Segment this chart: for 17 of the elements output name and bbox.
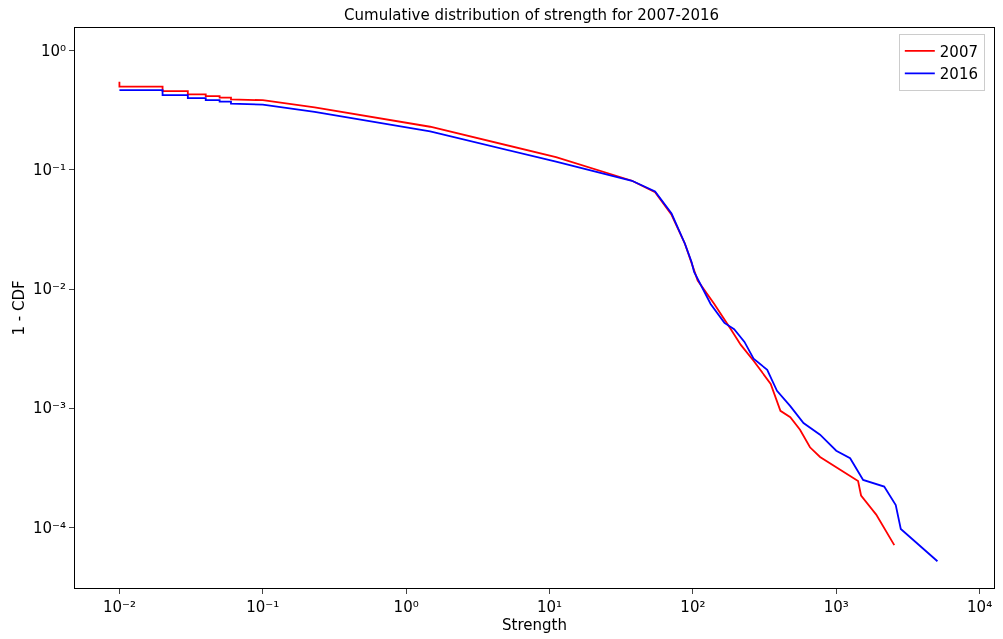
y-tick-label: 10⁰: [40, 41, 66, 60]
x-axis-title: Strength: [502, 616, 567, 634]
y-tick-label: 10⁻²: [32, 280, 66, 299]
x-tick-label: 10⁻¹: [246, 598, 280, 616]
chart-title: Cumulative distribution of strength for 2007-2016: [344, 6, 720, 25]
y-axis-title: 1 - CDF: [10, 280, 29, 336]
legend-label: 2007: [939, 42, 978, 61]
y-tick-label: 10⁻⁴: [32, 518, 66, 537]
y-tick-label: 10⁻¹: [32, 161, 66, 180]
y-tick-label: 10⁻³: [32, 399, 66, 418]
x-tick-label: 10³: [823, 598, 849, 616]
x-tick-label: 10¹: [536, 598, 563, 616]
x-tick-label: 10⁴: [967, 598, 993, 616]
legend-label: 2016: [939, 65, 978, 84]
x-tick-label: 10⁻²: [102, 598, 136, 616]
x-tick-label: 10⁰: [393, 598, 419, 616]
x-tick-label: 10²: [680, 598, 706, 616]
